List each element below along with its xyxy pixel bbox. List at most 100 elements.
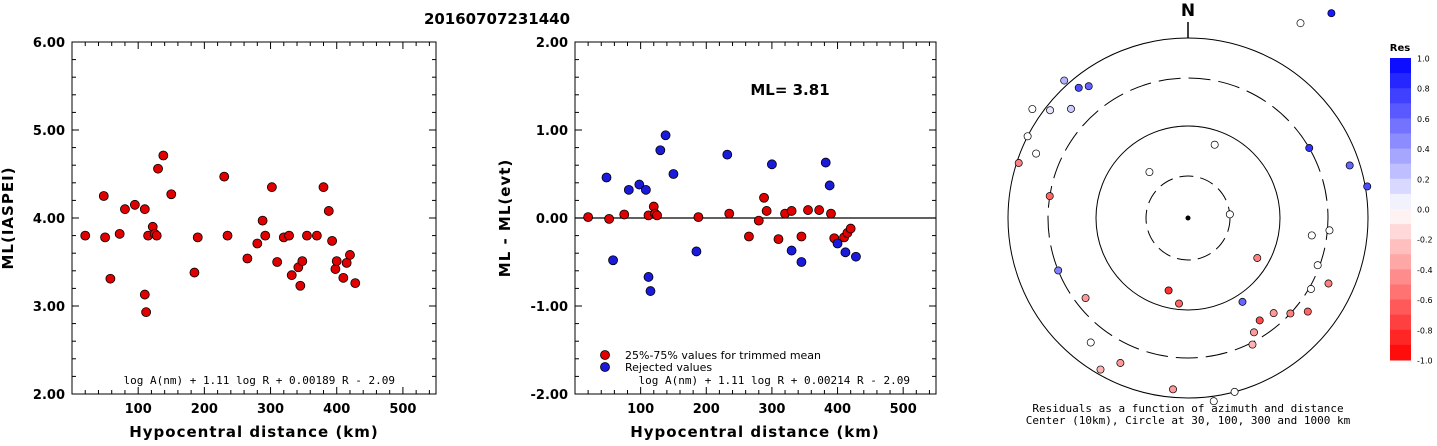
station-point <box>1345 161 1354 170</box>
azimuth-residual-plot: N Residuals as a function of azimuth and… <box>1007 1 1372 427</box>
y-tick-label: 5.00 <box>33 124 65 139</box>
data-point <box>796 257 807 267</box>
data-point <box>814 205 825 215</box>
station-point <box>1081 294 1090 302</box>
colorbar-cell <box>1390 329 1411 346</box>
station-point <box>1269 309 1278 318</box>
colorbar-ticks: 1.0 0.8 0.6 0.4 0.2 0.0 -0.2 -0.4 -0.6 -0.8 -1.0 <box>1417 55 1433 366</box>
data-point <box>824 180 835 191</box>
station-point <box>1296 19 1305 28</box>
legend-marker-trimmed <box>600 350 610 360</box>
polar-circle-300km <box>1047 77 1329 359</box>
data-point <box>302 230 312 241</box>
residual-colorbar: Res 1.0 0.8 0.6 0.4 0.2 0.0 -0.2 -0.4 -0.6 -0.8 -1… <box>1390 43 1433 366</box>
x-tick-label: 300 <box>758 402 785 417</box>
polar-center <box>1185 215 1191 221</box>
data-point <box>158 150 169 161</box>
station-point <box>1054 266 1063 275</box>
data-point <box>691 246 702 257</box>
station-point <box>1032 149 1041 158</box>
data-point <box>722 149 733 160</box>
y-tick-label: 0.00 <box>536 212 568 227</box>
plot2-x-ticks: 100 200 300 400 500 <box>574 42 930 417</box>
data-point <box>660 130 671 141</box>
colorbar-cell <box>1390 269 1411 285</box>
colorbar-cell <box>1390 224 1411 240</box>
colorbar-tick-label: 0.0 <box>1417 206 1430 215</box>
station-point <box>1023 132 1032 141</box>
plot2-ml-annotation: ML= 3.81 <box>750 81 829 99</box>
colorbar-tick-label: -0.8 <box>1417 326 1433 335</box>
data-point <box>634 179 645 190</box>
data-point <box>153 163 163 174</box>
station-point <box>1286 309 1295 318</box>
y-tick-label: 4.00 <box>33 212 65 227</box>
colorbar-cell <box>1390 178 1411 195</box>
data-point <box>693 212 704 223</box>
plot1-xlabel: Hypocentral distance (km) <box>129 423 379 441</box>
station-point <box>1238 297 1247 306</box>
y-tick-label: 2.00 <box>33 388 65 403</box>
data-point <box>192 232 203 243</box>
data-point <box>643 272 654 282</box>
polar-points <box>1014 9 1372 406</box>
station-point <box>1074 83 1083 92</box>
data-point <box>744 231 754 242</box>
y-tick-label: 1.00 <box>536 124 568 139</box>
x-tick-label: 200 <box>191 402 218 417</box>
colorbar-tick-label: -1.0 <box>1417 357 1433 366</box>
colorbar-cell <box>1390 193 1411 210</box>
legend-label-rejected: Rejected values <box>625 361 712 374</box>
colorbar-tick-label: 1.0 <box>1417 55 1430 64</box>
x-tick-label: 400 <box>323 402 350 417</box>
station-point <box>1086 338 1095 347</box>
data-point <box>845 223 856 234</box>
data-point <box>338 272 349 283</box>
polar-circle-100km <box>1095 125 1281 311</box>
data-point <box>840 247 851 258</box>
station-point <box>1327 9 1336 18</box>
plot2-points <box>583 130 861 296</box>
data-point <box>724 208 735 219</box>
station-point <box>1045 192 1054 201</box>
station-point <box>1230 387 1239 396</box>
colorbar-tick-label: 0.4 <box>1417 145 1430 154</box>
data-point <box>120 204 130 215</box>
station-point <box>1067 104 1075 113</box>
y-tick-label: 6.00 <box>33 36 65 51</box>
station-point <box>1046 106 1055 115</box>
data-point <box>114 228 125 239</box>
data-point <box>260 230 271 241</box>
colorbar-cell <box>1390 209 1411 225</box>
station-point <box>1255 316 1264 325</box>
y-tick-label: -2.00 <box>531 388 568 403</box>
data-point <box>604 213 615 224</box>
station-point <box>1250 328 1258 337</box>
colorbar-tick-label: 0.8 <box>1417 85 1430 94</box>
data-point <box>655 145 666 156</box>
station-point <box>1096 365 1105 374</box>
colorbar-cell <box>1390 103 1411 119</box>
data-point <box>318 182 329 193</box>
data-point <box>767 159 777 170</box>
data-point <box>139 289 150 300</box>
colorbar-cell <box>1390 73 1411 89</box>
data-point <box>652 210 662 221</box>
station-point <box>1175 299 1183 308</box>
station-point <box>1210 140 1219 149</box>
data-point <box>105 273 116 284</box>
plot1-y-ticks: 2.00 3.00 4.00 5.00 6.00 <box>33 36 436 403</box>
data-point <box>242 253 253 264</box>
colorbar-tick-label: 0.6 <box>1417 115 1430 124</box>
data-point <box>98 191 109 201</box>
data-point <box>297 256 308 267</box>
data-point <box>327 235 337 246</box>
data-point <box>222 230 233 241</box>
data-point <box>350 278 361 289</box>
plot1-x-ticks: 100 200 300 400 500 <box>71 42 430 417</box>
data-point <box>252 238 263 249</box>
data-point <box>323 206 334 216</box>
colorbar-cell <box>1390 314 1411 331</box>
